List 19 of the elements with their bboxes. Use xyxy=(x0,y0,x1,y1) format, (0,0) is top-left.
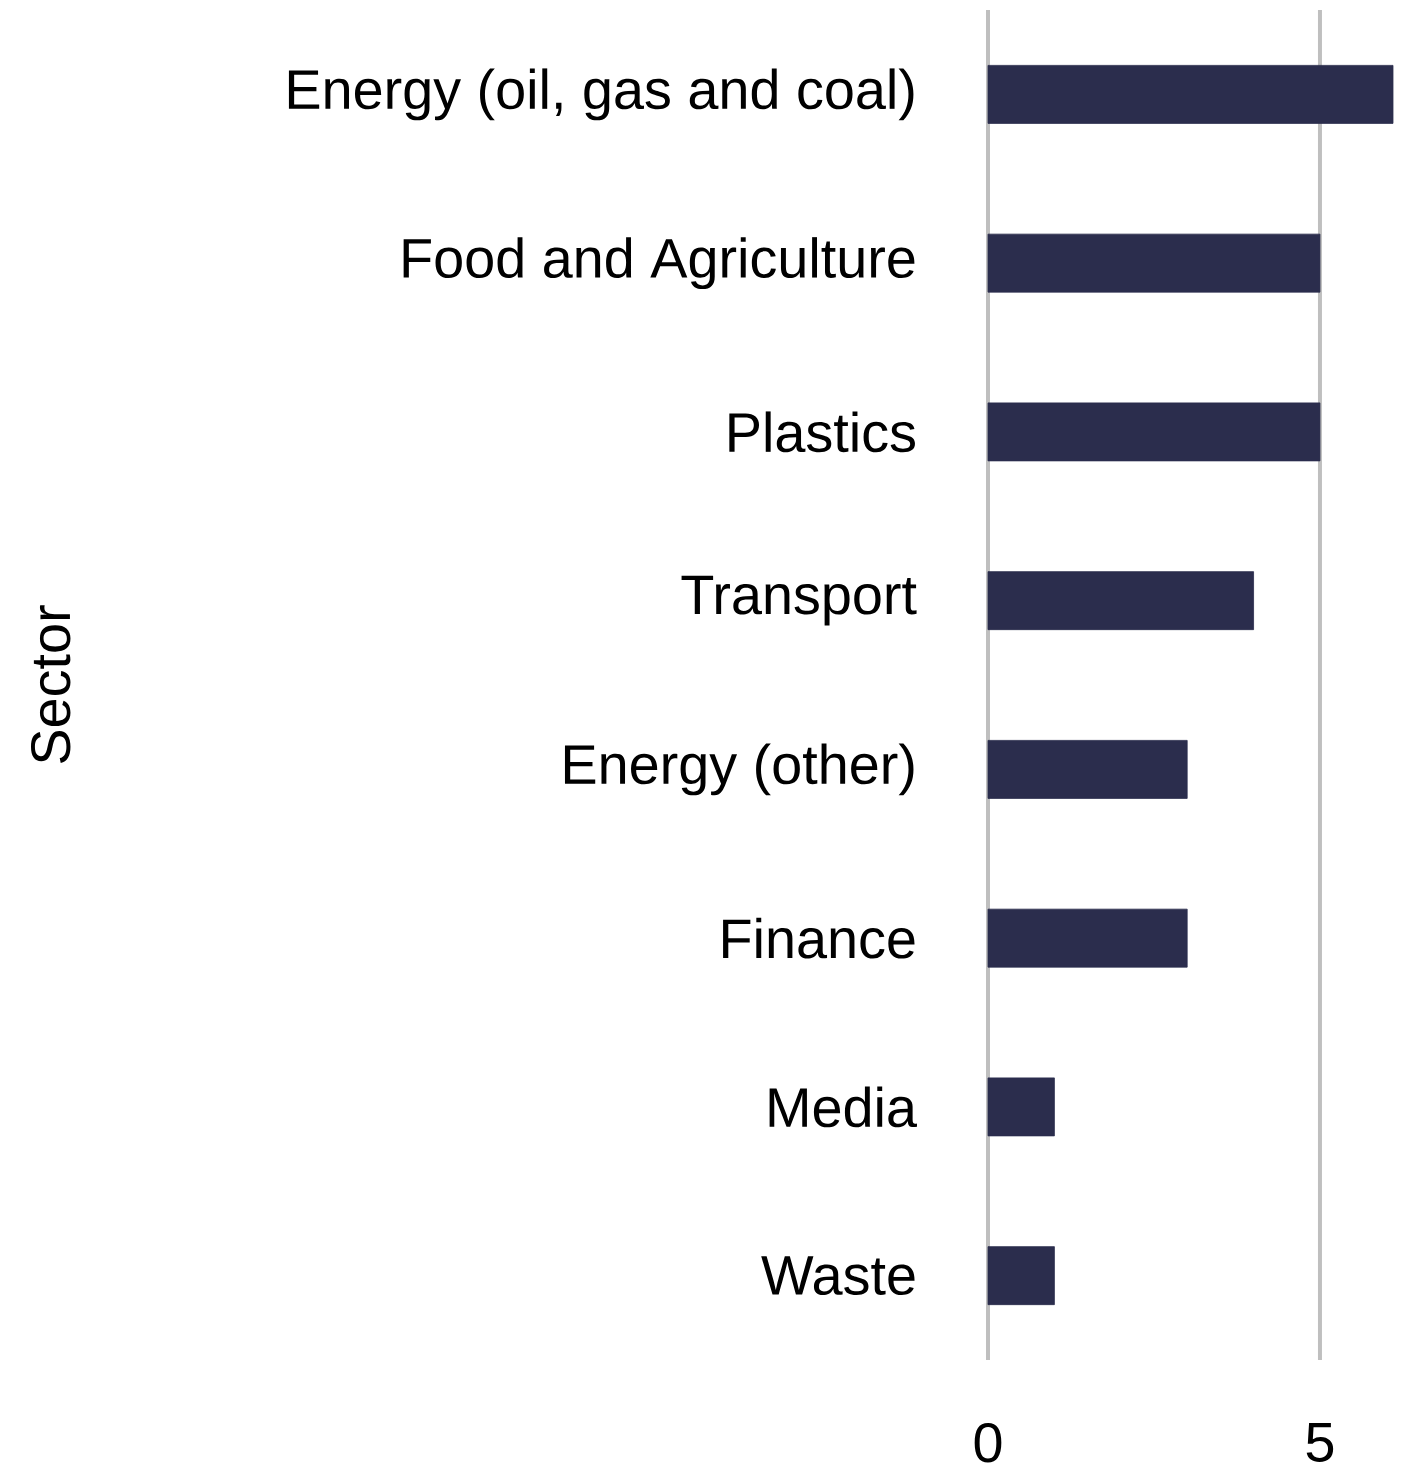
bar xyxy=(987,233,1321,293)
bar xyxy=(987,571,1254,631)
y-tick-label: Energy (other) xyxy=(564,743,914,796)
y-axis-title: Sector xyxy=(31,605,71,764)
bar xyxy=(987,1246,1055,1306)
x-tick-label: 5 xyxy=(1306,1423,1334,1462)
y-tick-label: Energy (oil, gas and coal) xyxy=(288,68,914,121)
y-tick-label: Plastics xyxy=(729,411,915,453)
y-tick-label: Media xyxy=(769,1086,917,1128)
y-tick-label: Waste xyxy=(761,1256,915,1296)
bar xyxy=(987,1077,1055,1137)
bar xyxy=(987,739,1188,799)
x-tick-label: 0 xyxy=(974,1423,1002,1463)
y-tick-label: Food and Agriculture xyxy=(403,237,915,290)
y-tick-label: Finance xyxy=(723,917,915,959)
bar xyxy=(987,402,1321,462)
bar xyxy=(987,64,1394,124)
y-tick-label: Transport xyxy=(681,575,917,626)
bar xyxy=(987,908,1188,968)
